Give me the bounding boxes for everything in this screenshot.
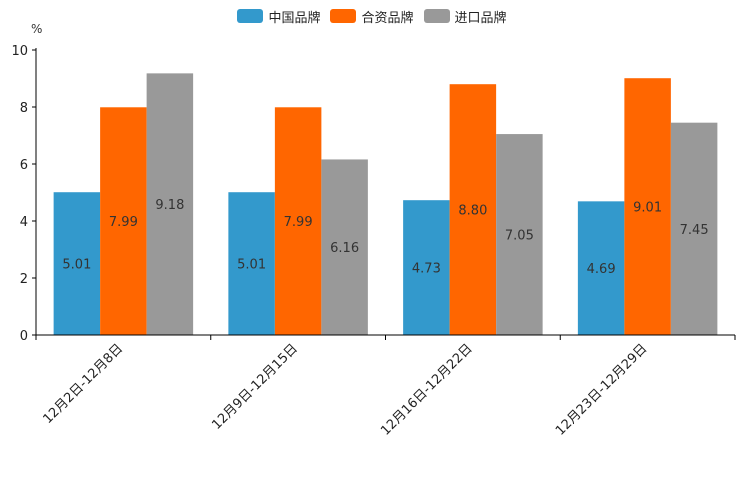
y-tick-label: 10: [11, 44, 28, 59]
legend-item-china-brand[interactable]: 中国品牌: [237, 6, 320, 26]
legend-label-imported-brand: 进口品牌: [454, 10, 507, 26]
y-tick-label: 0: [20, 329, 28, 344]
bar-china-4[interactable]: [577, 201, 625, 335]
bar-jv-1[interactable]: [100, 107, 147, 335]
data-label-jv-1: 7.99: [109, 215, 138, 230]
bar-jv-3[interactable]: [449, 84, 497, 335]
x-tick-label: 12月2日-12月8日: [40, 341, 126, 427]
data-label-china-2: 5.01: [237, 258, 266, 273]
x-tick-label: 12月16日-12月22日: [378, 341, 475, 438]
data-label-china-3: 4.73: [412, 262, 441, 277]
y-tick-label: 2: [20, 272, 28, 287]
data-label-import-2: 6.16: [330, 241, 359, 256]
data-label-jv-3: 8.80: [458, 204, 487, 219]
y-tick-label: 4: [20, 215, 28, 230]
x-tick-label: 12月9日-12月15日: [209, 341, 301, 433]
bar-china-3[interactable]: [403, 200, 450, 335]
legend-item-joint-venture-brand[interactable]: 合资品牌: [330, 6, 414, 26]
legend-item-imported-brand[interactable]: 进口品牌: [423, 6, 507, 26]
bar-jv-2[interactable]: [274, 107, 322, 335]
data-label-import-4: 7.45: [680, 223, 709, 238]
legend-label-china-brand: 中国品牌: [268, 10, 321, 26]
bar-import-2[interactable]: [321, 159, 368, 335]
legend: 中国品牌 合资品牌 进口品牌: [0, 6, 744, 26]
bar-jv-4[interactable]: [624, 78, 671, 335]
legend-swatch-joint-venture-brand: [330, 9, 357, 23]
y-axis-unit-label: %: [31, 22, 42, 36]
data-label-china-1: 5.01: [62, 258, 91, 273]
bar-import-3[interactable]: [496, 134, 543, 335]
legend-swatch-china-brand: [237, 9, 264, 23]
data-label-jv-2: 7.99: [284, 215, 313, 230]
bar-china-1[interactable]: [53, 192, 101, 335]
legend-swatch-imported-brand: [423, 9, 450, 23]
data-label-china-4: 4.69: [587, 262, 616, 277]
data-label-import-1: 9.18: [155, 198, 184, 213]
y-tick-label: 8: [20, 101, 28, 116]
legend-label-joint-venture-brand: 合资品牌: [361, 10, 414, 26]
y-tick-label: 6: [20, 158, 28, 173]
bar-china-2[interactable]: [228, 192, 275, 335]
data-label-import-3: 7.05: [505, 229, 534, 244]
x-tick-label: 12月23日-12月29日: [553, 341, 650, 438]
bar-import-4[interactable]: [670, 122, 718, 335]
data-label-jv-4: 9.01: [633, 201, 662, 216]
bar-import-1[interactable]: [146, 73, 194, 336]
